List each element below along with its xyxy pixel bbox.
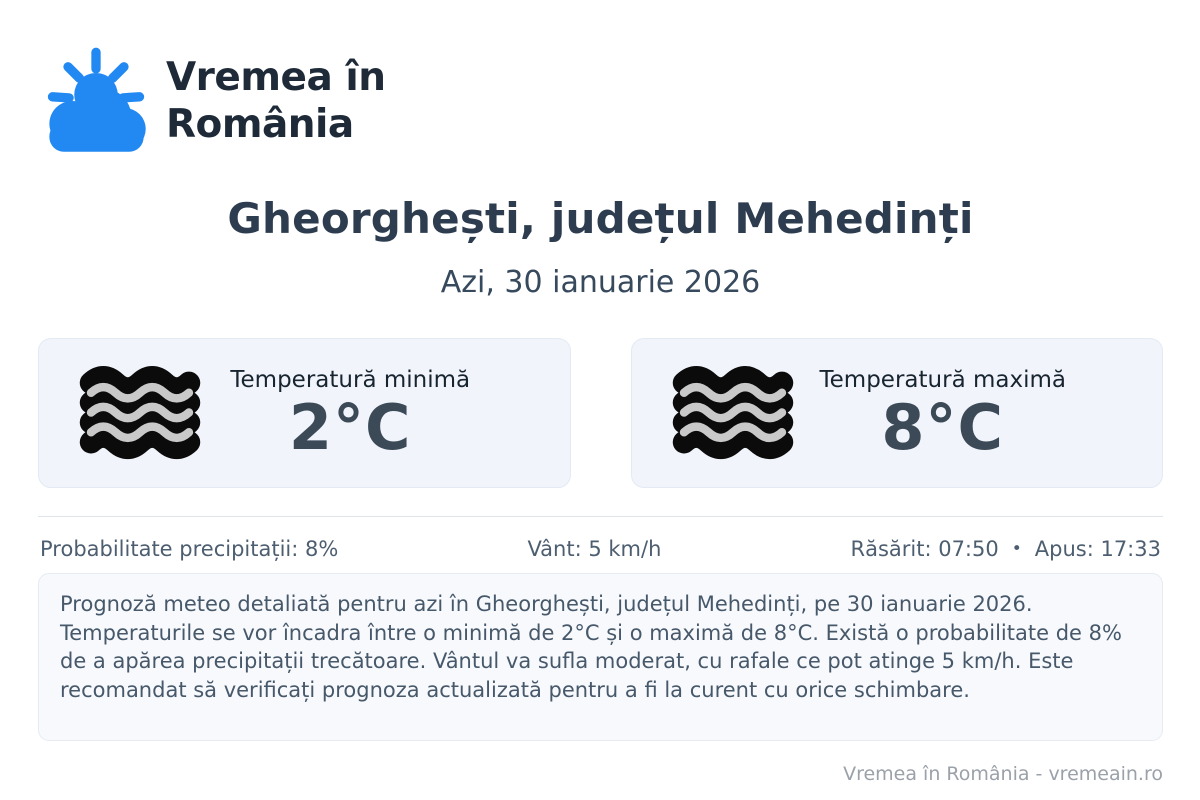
sunset-stat: Apus: 17:33 [1034, 537, 1161, 561]
min-temperature-value: 2°C [288, 390, 412, 464]
min-temperature-text: Temperatură minimă 2°C [203, 367, 570, 459]
max-temperature-text: Temperatură maximă 8°C [796, 367, 1163, 459]
max-temperature-label: Temperatură maximă [819, 366, 1066, 393]
brand-line-2: România [166, 102, 354, 147]
stats-divider [38, 516, 1163, 517]
min-temperature-label: Temperatură minimă [230, 366, 471, 393]
brand-name: Vremea în România [166, 55, 386, 149]
fog-icon [79, 366, 201, 460]
max-temperature-value: 8°C [881, 390, 1005, 464]
max-temperature-card: Temperatură maximă 8°C [630, 338, 1163, 488]
bullet-separator: • [1011, 539, 1022, 559]
fog-icon [672, 366, 793, 460]
temperature-cards: Temperatură minimă 2°C [38, 338, 1163, 488]
page-footer: Vremea în România - vremeain.ro [38, 763, 1163, 785]
sun-stat: Răsărit: 07:50 • Apus: 17:33 [850, 537, 1161, 561]
sunrise-stat: Răsărit: 07:50 [850, 537, 999, 561]
date-subtitle: Azi, 30 ianuarie 2026 [440, 265, 761, 300]
footer-credit: Vremea în România - vremeain.ro [843, 763, 1163, 786]
brand-line-1: Vremea în [166, 55, 386, 101]
forecast-summary-text: Prognoză meteo detaliată pentru azi în G… [60, 592, 1122, 702]
forecast-summary-box: Prognoză meteo detaliată pentru azi în G… [38, 573, 1163, 742]
wind-stat: Vânt: 5 km/h [527, 537, 662, 561]
precipitation-stat: Probabilitate precipitații: 8% [40, 537, 339, 561]
page-title: Gheorghești, județul Mehedinți [227, 194, 974, 243]
stats-row: Probabilitate precipitații: 8% Vânt: 5 k… [38, 537, 1163, 561]
min-temperature-card: Temperatură minimă 2°C [38, 338, 571, 488]
site-logo: Vremea în România [38, 40, 1163, 164]
sun-cloud-icon [47, 47, 146, 152]
